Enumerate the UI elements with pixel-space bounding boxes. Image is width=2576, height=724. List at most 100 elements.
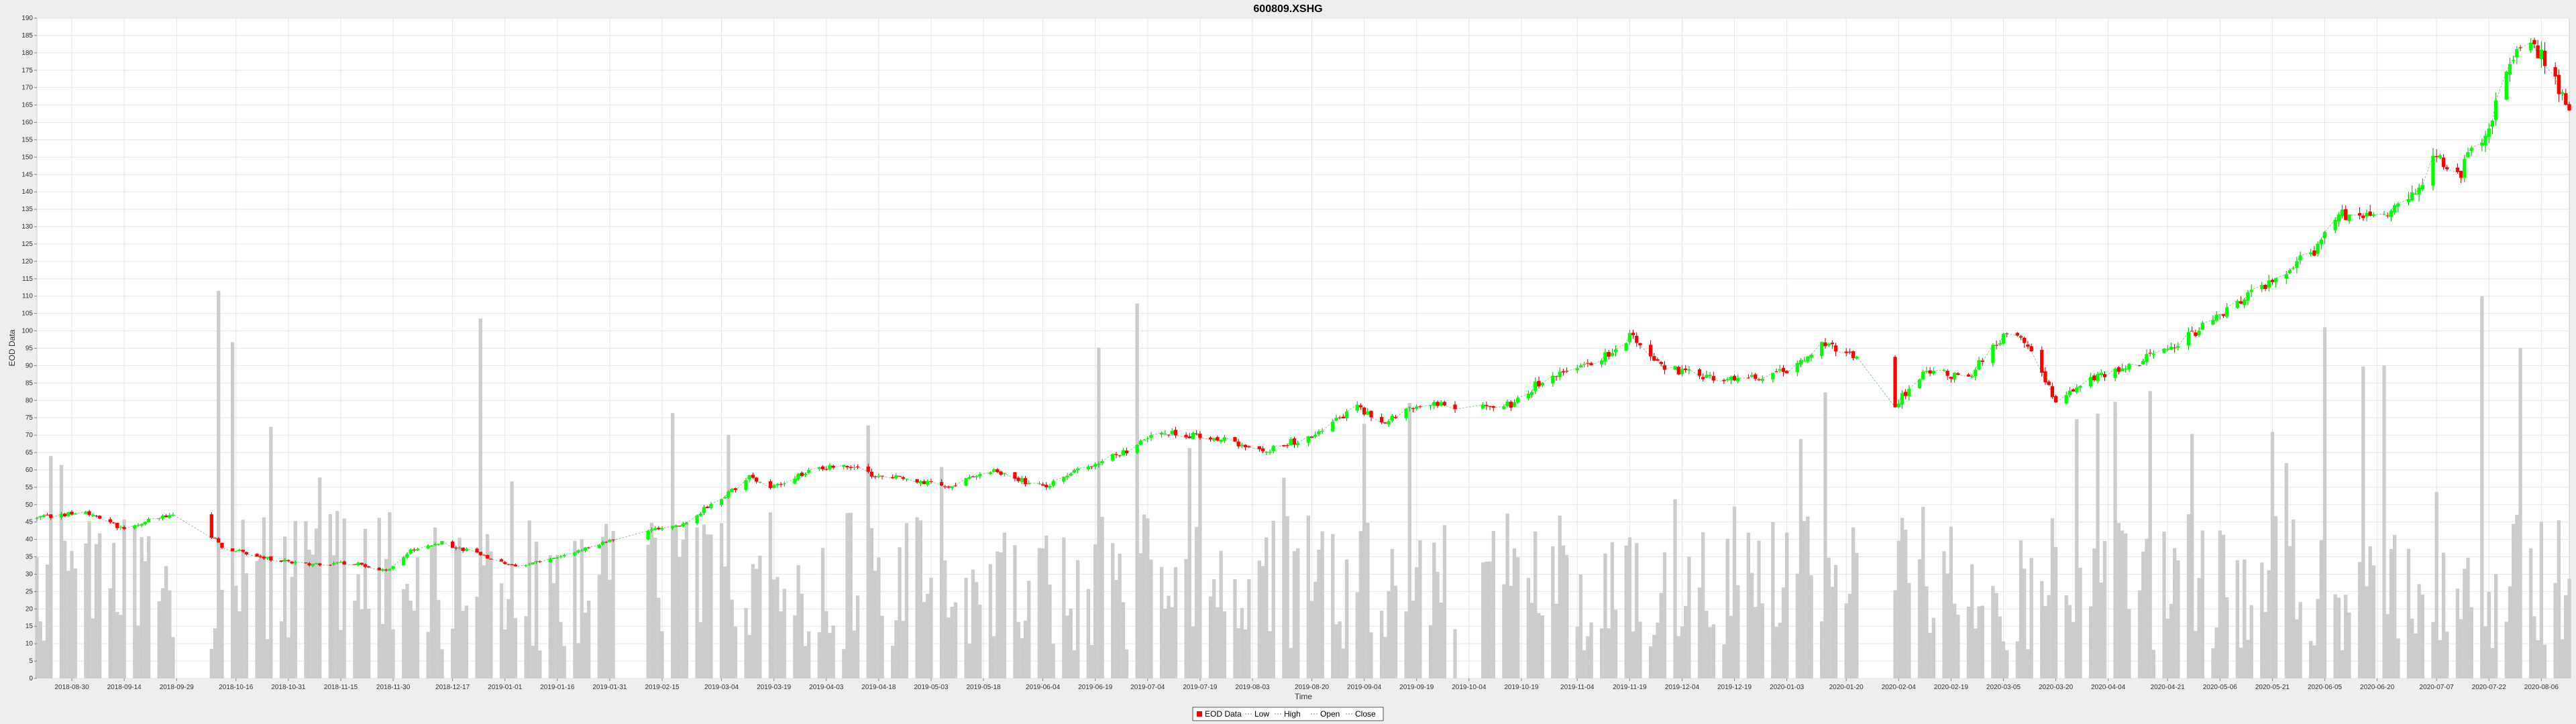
- candle-body: [929, 481, 933, 482]
- volume-bar: [2410, 618, 2414, 678]
- volume-bar: [377, 518, 381, 678]
- volume-bar: [2015, 641, 2019, 678]
- candle-body: [2089, 377, 2093, 387]
- candle-body: [1855, 356, 1859, 359]
- volume-bar: [2490, 648, 2495, 678]
- candle-body: [1638, 343, 1642, 346]
- volume-bar: [2186, 514, 2191, 678]
- candle-body: [2221, 314, 2226, 316]
- volume-bar: [1344, 559, 1349, 678]
- candle-body: [1040, 484, 1045, 486]
- candle-body: [1184, 434, 1188, 438]
- volume-bar: [513, 617, 517, 678]
- candle-body: [723, 497, 727, 499]
- candle-body: [1613, 349, 1618, 353]
- candle-body: [1240, 444, 1244, 446]
- volume-bar: [2466, 557, 2470, 678]
- volume-bar: [108, 588, 112, 678]
- candle-body: [2141, 361, 2145, 365]
- volume-bar: [1366, 522, 1370, 678]
- x-tick-label: 2019-10-19: [1504, 684, 1539, 691]
- volume-bar: [1998, 616, 2002, 678]
- volume-bar: [852, 630, 857, 678]
- volume-bar: [2162, 532, 2166, 678]
- candle-body: [803, 473, 808, 475]
- candle-body: [2225, 307, 2229, 317]
- candle-body: [1390, 416, 1394, 421]
- candle-body: [482, 554, 486, 556]
- volume-bar: [510, 481, 514, 678]
- volume-bar: [2420, 594, 2424, 678]
- x-axis-label: Time: [1295, 692, 1313, 701]
- candle-body: [1921, 371, 1925, 380]
- volume-bar: [2441, 552, 2446, 678]
- candle-body: [576, 550, 580, 553]
- candle-body: [1407, 407, 1411, 408]
- volume-bar: [744, 607, 748, 678]
- volume-bar: [1799, 438, 1803, 678]
- candle-body: [262, 556, 266, 558]
- volume-bar: [524, 616, 528, 678]
- candle-body: [1540, 383, 1544, 386]
- x-tick-label: 2020-06-20: [2360, 684, 2395, 691]
- volume-bar: [412, 610, 416, 678]
- volume-bar: [1847, 593, 1852, 678]
- candle-body: [136, 525, 140, 526]
- volume-bar: [1393, 585, 1398, 678]
- volume-bar: [1607, 628, 1611, 678]
- candle-body: [779, 484, 783, 485]
- candle-body: [2239, 301, 2243, 304]
- candle-body: [852, 467, 857, 469]
- volume-bar: [1575, 626, 1579, 678]
- volume-bar: [2176, 560, 2180, 678]
- volume-bar: [2273, 516, 2278, 678]
- candle-body: [2542, 50, 2547, 66]
- volume-bar: [1142, 514, 1146, 678]
- volume-bar: [213, 628, 217, 678]
- volume-bar: [328, 514, 333, 678]
- candle-body: [681, 524, 685, 526]
- volume-bar: [304, 521, 308, 678]
- volume-bar: [2487, 591, 2491, 678]
- volume-bar: [1285, 516, 1289, 678]
- volume-bar: [1195, 527, 1199, 678]
- y-tick-label: 100: [21, 328, 33, 335]
- candle-body: [1037, 483, 1042, 485]
- candle-body: [2319, 239, 2323, 245]
- volume-bar: [1282, 477, 1286, 678]
- candle-body: [2361, 215, 2365, 219]
- volume-bar: [1002, 532, 1006, 678]
- y-tick-label: 105: [21, 310, 33, 318]
- x-tick-label: 2020-05-06: [2203, 684, 2238, 691]
- volume-bar: [409, 601, 413, 678]
- candle-body: [1949, 377, 1953, 379]
- volume-bar: [1111, 543, 1115, 678]
- volume-bar: [1851, 527, 1856, 678]
- candle-body: [1736, 377, 1740, 381]
- volume-bar: [1754, 607, 1758, 678]
- volume-bar: [866, 425, 870, 678]
- x-tick-label: 2019-06-04: [1026, 684, 1061, 691]
- y-tick-label: 60: [25, 467, 34, 474]
- volume-bar: [1684, 605, 1688, 678]
- volume-bar: [342, 518, 346, 678]
- candle-body: [486, 554, 490, 559]
- candle-body: [1631, 333, 1635, 335]
- volume-bar: [1233, 579, 1237, 678]
- x-tick-label: 2019-01-01: [488, 684, 523, 691]
- volume-bar: [1040, 548, 1045, 678]
- volume-bar: [2494, 574, 2498, 678]
- candle-body: [49, 514, 53, 518]
- volume-bar: [2001, 641, 2006, 678]
- volume-bar: [2347, 612, 2351, 678]
- volume-bar: [1722, 644, 1726, 678]
- candle-body: [1904, 391, 1908, 396]
- candle-body: [367, 566, 371, 568]
- x-tick-label: 2020-02-19: [1934, 684, 1969, 691]
- candle-body: [1358, 405, 1363, 408]
- candle-body: [286, 560, 290, 562]
- candle-body: [1100, 461, 1104, 463]
- volume-bar: [1925, 586, 1929, 678]
- volume-bar: [2529, 548, 2533, 678]
- candle-body: [1746, 377, 1751, 379]
